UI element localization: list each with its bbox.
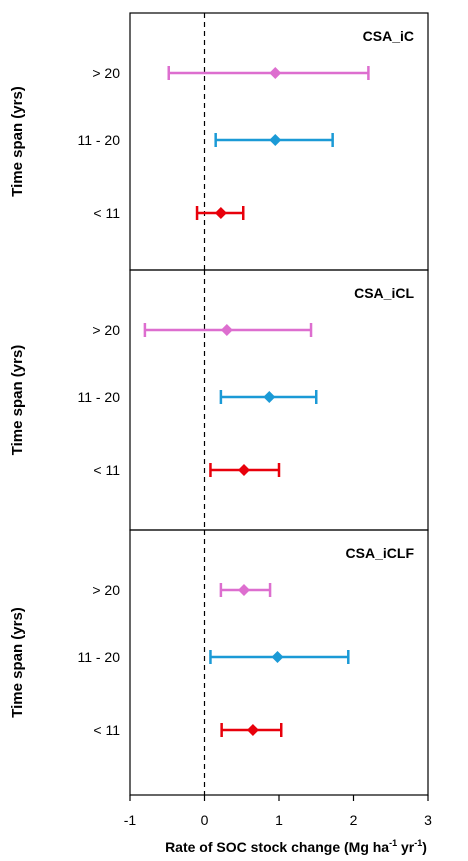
- mean-marker: [263, 391, 276, 403]
- category-label: < 11: [93, 462, 120, 478]
- category-label: 11 - 20: [77, 132, 120, 148]
- x-axis: -1 0 1 2 3: [124, 795, 432, 828]
- x-tick-label: 2: [350, 812, 358, 828]
- mean-marker: [220, 324, 233, 336]
- x-axis-label-mid: yr: [397, 839, 415, 855]
- category-label: < 11: [93, 722, 120, 738]
- category-label: > 20: [92, 582, 120, 598]
- x-axis-label-sup1: -1: [389, 838, 397, 848]
- y-axis-label: Time span (yrs): [9, 345, 26, 456]
- x-axis-label: Rate of SOC stock change (Mg ha-1 yr-1): [165, 838, 427, 855]
- x-tick-label: 3: [424, 812, 432, 828]
- y-axis-label: Time span (yrs): [9, 607, 26, 718]
- y-axis-label: Time span (yrs): [9, 86, 26, 197]
- panel-title: CSA_iC: [363, 28, 414, 44]
- mean-marker: [269, 67, 282, 79]
- x-tick-label: 0: [201, 812, 209, 828]
- panel-title: CSA_iCL: [354, 285, 414, 301]
- mean-marker: [246, 724, 259, 736]
- mean-marker: [269, 134, 282, 146]
- panel-csa_ic: CSA_iC Time span (yrs) > 20 11 - 20 < 11: [9, 12, 429, 271]
- category-label: > 20: [92, 65, 120, 81]
- mean-marker: [237, 464, 250, 476]
- x-tick-label: -1: [124, 812, 137, 828]
- x-axis-label-end: ): [422, 839, 427, 855]
- panel-frame: [129, 269, 429, 531]
- x-axis-label-main: Rate of SOC stock change (Mg ha: [165, 839, 389, 855]
- x-axis-label-sup2: -1: [414, 838, 422, 848]
- mean-marker: [237, 584, 250, 596]
- mean-marker: [271, 651, 284, 663]
- mean-marker: [214, 207, 227, 219]
- category-label: < 11: [93, 205, 120, 221]
- category-label: > 20: [92, 322, 120, 338]
- panel-title: CSA_iCLF: [346, 545, 415, 561]
- category-label: 11 - 20: [77, 649, 120, 665]
- panel-csa_iclf: CSA_iCLF Time span (yrs) > 20 11 - 20 < 11: [9, 529, 429, 796]
- category-label: 11 - 20: [77, 389, 120, 405]
- panel-frame: [129, 529, 429, 796]
- panel-csa_icl: CSA_iCL Time span (yrs) > 20 11 - 20 < 11: [9, 269, 429, 531]
- x-tick-label: 1: [275, 812, 283, 828]
